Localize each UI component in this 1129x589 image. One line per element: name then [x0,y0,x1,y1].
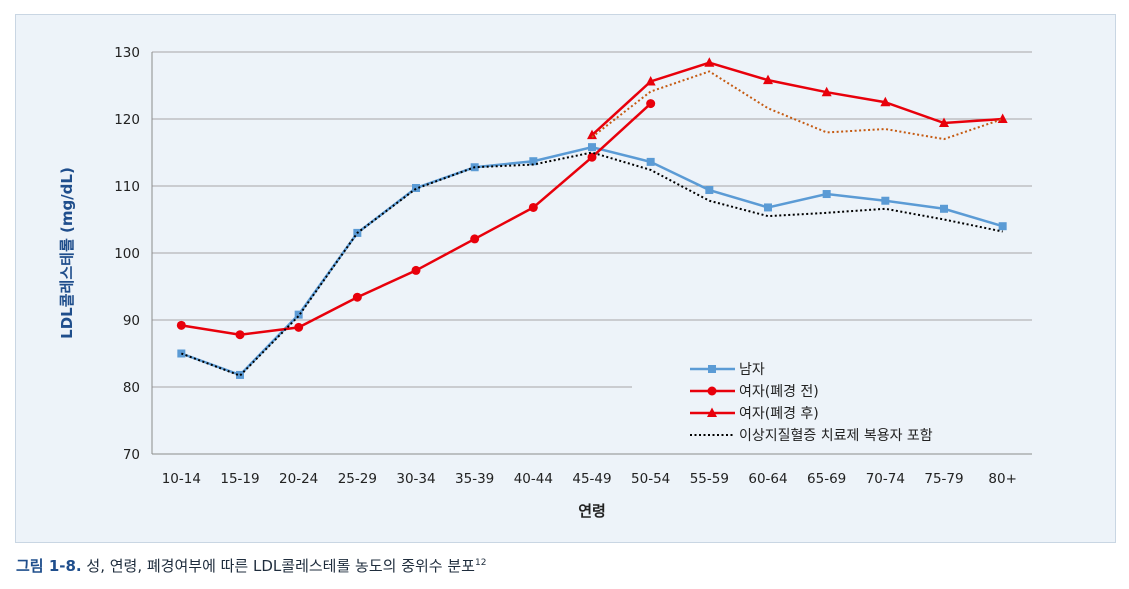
x-tick-label: 65-69 [807,471,846,487]
series-0-point [940,204,948,213]
legend-marker-1 [707,386,717,396]
series-2-point [704,57,715,67]
x-tick-label: 60-64 [748,471,787,487]
series-1-point [587,152,597,162]
x-tick-label: 70-74 [866,471,905,487]
series-2-point [880,96,891,107]
y-tick-label: 90 [123,313,140,329]
series-line-3 [180,151,1003,377]
series-0-point [588,143,596,152]
series-1-point [352,292,362,302]
series-0-point [412,184,420,193]
series-0-point [764,203,772,212]
series-0-point [294,310,303,319]
caption-text: 성, 연령, 폐경여부에 따른 LDL콜레스테롤 농도의 중위수 분포 [81,557,475,575]
series-2-point [939,117,949,128]
series-2-point [587,129,597,140]
x-axis-title: 연령 [578,502,606,520]
legend-marker-0 [708,365,716,373]
legend-marker-2 [707,407,717,417]
y-axis-title: LDL콜레스테롤 (mg/dL) [58,167,76,339]
series-line-0 [180,145,1004,377]
x-tick-label: 15-19 [220,471,259,487]
series-1-point [646,99,656,109]
legend-label: 이상지질혈증 치료제 복용자 포함 [739,428,933,444]
series-0-point [646,157,655,166]
series-2-point [645,75,656,86]
legend-label: 여자(폐경 전) [739,384,819,400]
series-1-point [294,322,304,332]
y-tick-label: 120 [114,112,140,128]
series-2-point [763,74,773,85]
series-0-point [822,190,831,199]
ldl-line-chart: 70 80 90 100 110 120 130 10-14 15-19 20-24 25-29 30… [58,45,1032,520]
x-tick-label: 40-44 [514,471,553,487]
x-tick-label: 50-54 [631,471,670,487]
series-2-point [821,86,832,97]
x-tick-label: 25-29 [338,471,377,487]
figure-caption: 그림 1-8. 성, 연령, 폐경여부에 따른 LDL콜레스테롤 농도의 중위수… [16,555,486,576]
series-0-point [998,222,1007,231]
x-tick-label: 10-14 [162,471,201,487]
y-tick-label: 130 [114,45,140,61]
x-tick-label: 75-79 [924,471,963,487]
series-1-point [411,265,421,275]
x-tick-label: 30-34 [396,471,435,487]
series-1-point [528,202,538,212]
y-tick-label: 110 [114,179,140,195]
x-tick-label: 45-49 [572,471,611,487]
y-tick-label: 70 [123,447,140,463]
series-0-point [705,186,714,195]
x-tick-label: 20-24 [279,471,318,487]
x-tick-label: 55-59 [690,471,729,487]
series-1-point [470,234,480,244]
caption-superscript: 12 [474,558,487,568]
y-tick-label: 80 [123,380,140,396]
series-line-1 [181,102,652,337]
legend-label: 남자 [739,362,765,378]
y-tick-label: 100 [114,246,140,262]
caption-label: 그림 1-8. [16,557,82,575]
series-line-2 [591,61,1003,137]
chart-frame [15,14,1116,543]
legend-label: 여자(폐경 후) [739,406,819,422]
x-tick-label: 80+ [988,471,1017,487]
series-1-point [235,330,245,340]
series-1-point [176,320,186,330]
series-0-point [529,157,538,166]
x-tick-label: 35-39 [455,471,494,487]
series-0-point [881,196,890,205]
